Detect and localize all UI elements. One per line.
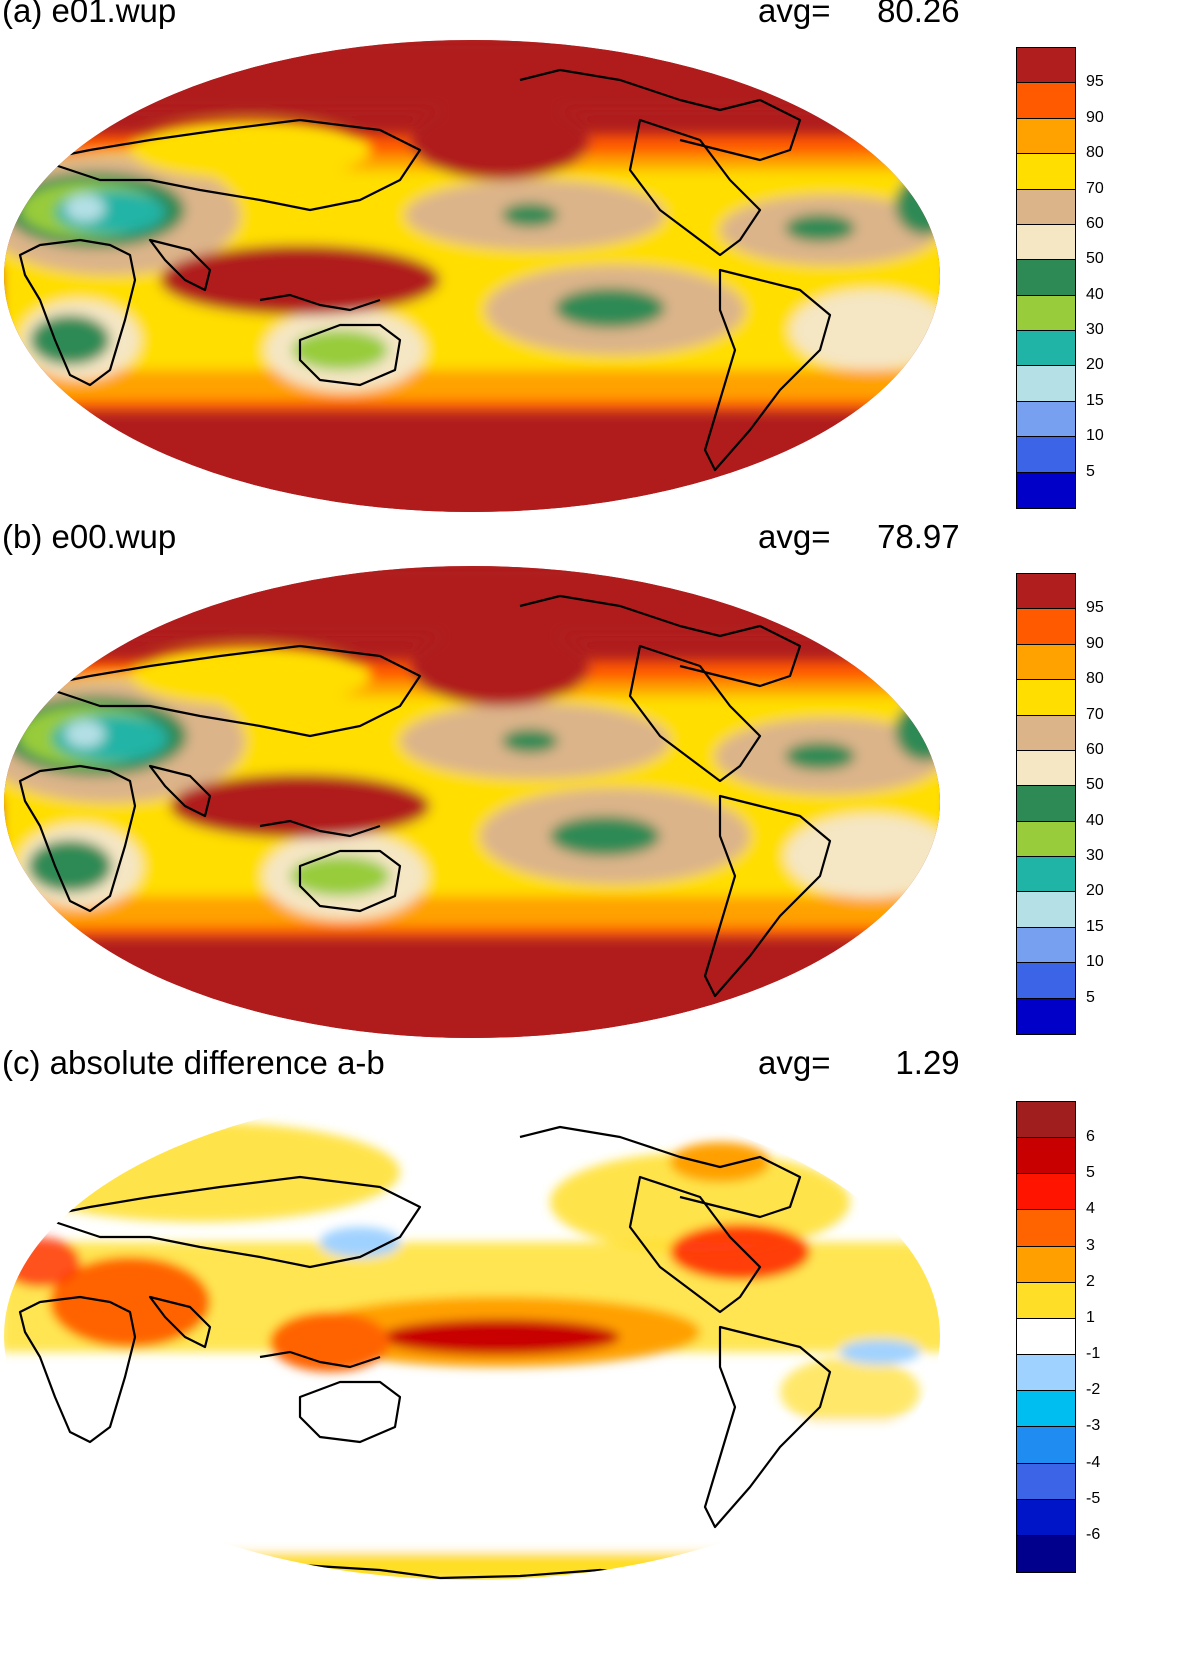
colorbar-box xyxy=(1017,1427,1075,1464)
colorbar-label: 95 xyxy=(1086,73,1104,91)
data-field xyxy=(4,566,940,1038)
colorbar-box xyxy=(1017,1318,1075,1356)
colorbar-label: 6 xyxy=(1086,1128,1095,1146)
colorbar-box xyxy=(1017,574,1075,610)
colorbar-box xyxy=(1017,437,1075,473)
colorbar-box xyxy=(1017,224,1075,261)
colorbar-label: 3 xyxy=(1086,1236,1095,1254)
panel-title: (c) absolute difference a-b xyxy=(2,1044,385,1081)
panel-b: (b) e00.wup avg= 78.97 xyxy=(0,518,1183,1056)
colorbar-box xyxy=(1017,1210,1075,1247)
colorbar-box xyxy=(1017,715,1075,751)
colorbar-label: -6 xyxy=(1086,1525,1101,1543)
colorbar-label: 30 xyxy=(1086,847,1104,865)
colorbar-box xyxy=(1017,331,1075,367)
colorbar-box xyxy=(1017,1282,1075,1319)
avg-label: avg= xyxy=(758,518,831,555)
colorbar-box xyxy=(1017,295,1075,332)
panel-a: (a) e01.wup avg= 80.26 xyxy=(0,0,1183,530)
average-readout: avg= 80.26 xyxy=(758,0,960,30)
colorbar-box xyxy=(1017,963,1075,999)
colorbar-label: 30 xyxy=(1086,321,1104,339)
colorbar-box xyxy=(1017,786,1075,822)
colorbar-box xyxy=(1017,644,1075,681)
colorbar-label: -5 xyxy=(1086,1489,1101,1507)
colorbar-box xyxy=(1017,1355,1075,1392)
colorbar-box xyxy=(1017,83,1075,119)
colorbar-box xyxy=(1017,821,1075,858)
average-readout: avg= 1.29 xyxy=(758,1044,960,1082)
colorbar-label: 20 xyxy=(1086,882,1104,900)
colorbar-box xyxy=(1017,1463,1075,1500)
colorbar-box xyxy=(1017,1102,1075,1139)
colorbar-box xyxy=(1017,1391,1075,1428)
average-readout: avg= 78.97 xyxy=(758,518,960,556)
data-field xyxy=(4,40,940,512)
colorbar-label: 5 xyxy=(1086,988,1095,1006)
data-field xyxy=(4,1092,940,1580)
colorbar-label: 50 xyxy=(1086,776,1104,794)
colorbar-label: -4 xyxy=(1086,1453,1101,1471)
colorbar-label: 80 xyxy=(1086,670,1104,688)
colorbar-label: 60 xyxy=(1086,740,1104,758)
world-map xyxy=(4,40,940,512)
colorbar-label: 50 xyxy=(1086,250,1104,268)
colorbar-box xyxy=(1017,750,1075,787)
colorbar xyxy=(1016,573,1076,1035)
panel-c: (c) absolute difference a-b avg= 1.29 xyxy=(0,1044,1183,1582)
colorbar-label: 15 xyxy=(1086,391,1104,409)
colorbar-box xyxy=(1017,1535,1075,1572)
colorbar-box xyxy=(1017,609,1075,645)
colorbar xyxy=(1016,1101,1076,1573)
colorbar-label: 2 xyxy=(1086,1272,1095,1290)
avg-value: 78.97 xyxy=(877,518,960,555)
panel-title: (a) e01.wup xyxy=(2,0,177,29)
colorbar-label: 20 xyxy=(1086,356,1104,374)
colorbar-box xyxy=(1017,857,1075,893)
colorbar-label: 40 xyxy=(1086,285,1104,303)
colorbar-box xyxy=(1017,401,1075,438)
colorbar-label: 5 xyxy=(1086,1164,1095,1182)
colorbar-box xyxy=(1017,892,1075,928)
colorbar-label: 4 xyxy=(1086,1200,1095,1218)
colorbar-label: 10 xyxy=(1086,427,1104,445)
colorbar-label: 10 xyxy=(1086,953,1104,971)
colorbar-box xyxy=(1017,189,1075,225)
colorbar-label: 70 xyxy=(1086,705,1104,723)
panel-title: (b) e00.wup xyxy=(2,518,177,555)
avg-value: 80.26 xyxy=(877,0,960,29)
colorbar-label: 5 xyxy=(1086,462,1095,480)
colorbar-box xyxy=(1017,1174,1075,1211)
colorbar-label: 70 xyxy=(1086,179,1104,197)
colorbar xyxy=(1016,47,1076,509)
colorbar-label: 95 xyxy=(1086,599,1104,617)
colorbar-box xyxy=(1017,927,1075,964)
colorbar-box xyxy=(1017,1246,1075,1283)
colorbar-label: 90 xyxy=(1086,108,1104,126)
colorbar-box xyxy=(1017,118,1075,155)
colorbar-box xyxy=(1017,154,1075,190)
colorbar-box xyxy=(1017,260,1075,296)
colorbar-box xyxy=(1017,48,1075,84)
colorbar-box xyxy=(1017,366,1075,402)
colorbar-box xyxy=(1017,472,1075,508)
colorbar-label: -3 xyxy=(1086,1417,1101,1435)
colorbar-box xyxy=(1017,1499,1075,1536)
colorbar-label: 60 xyxy=(1086,214,1104,232)
colorbar-box xyxy=(1017,680,1075,716)
avg-value: 1.29 xyxy=(895,1044,960,1081)
colorbar-label: 15 xyxy=(1086,917,1104,935)
colorbar-label: -2 xyxy=(1086,1381,1101,1399)
world-map xyxy=(4,566,940,1038)
colorbar-label: 80 xyxy=(1086,144,1104,162)
avg-label: avg= xyxy=(758,1044,831,1081)
colorbar-label: 1 xyxy=(1086,1308,1095,1326)
colorbar-label: 40 xyxy=(1086,811,1104,829)
colorbar-label: -1 xyxy=(1086,1345,1101,1363)
avg-label: avg= xyxy=(758,0,831,29)
colorbar-label: 90 xyxy=(1086,634,1104,652)
world-map xyxy=(4,1092,940,1580)
colorbar-box xyxy=(1017,998,1075,1034)
colorbar-box xyxy=(1017,1138,1075,1175)
